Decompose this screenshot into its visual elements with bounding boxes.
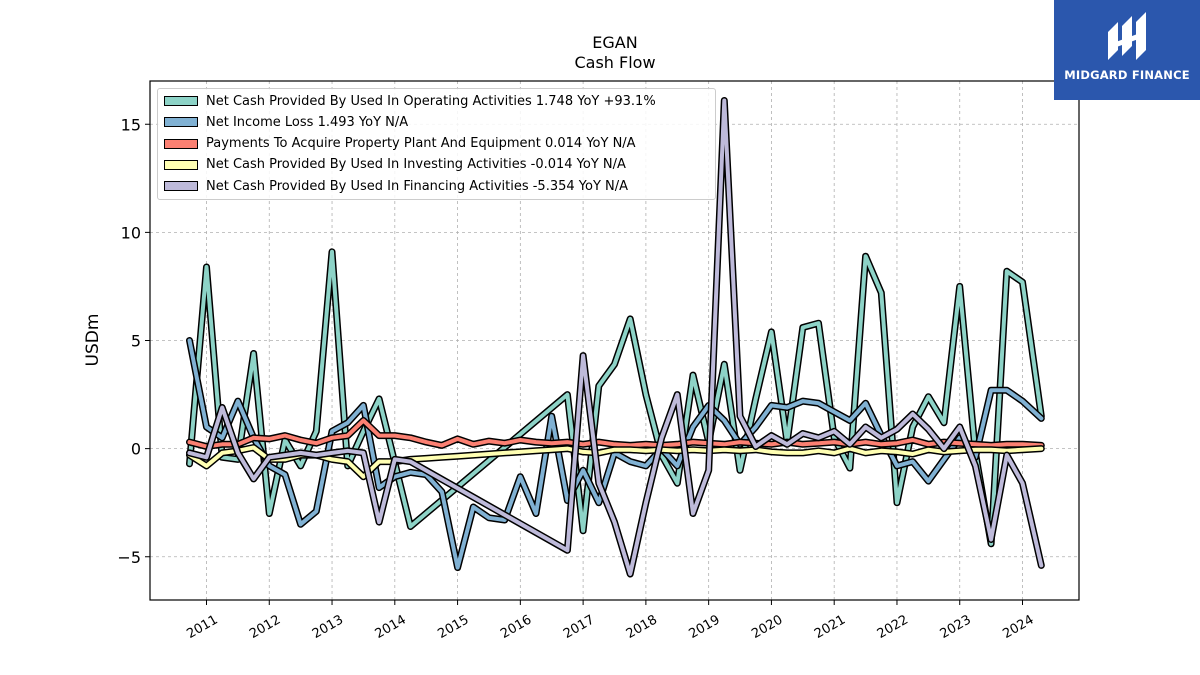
x-tick-label: 2023 [938, 612, 974, 642]
x-tick-label: 2024 [1000, 612, 1036, 642]
series-line-2 [187, 418, 1044, 449]
chart-title: EGAN [592, 33, 638, 52]
legend-entry: Payments To Acquire Property Plant And E… [164, 134, 636, 154]
y-tick-label: −5 [117, 548, 141, 567]
legend-label: Net Cash Provided By Used In Investing A… [206, 157, 626, 173]
x-tick-label: 2013 [310, 612, 346, 642]
x-tick-label: 2021 [812, 612, 848, 642]
x-tick-label: 2015 [435, 612, 471, 642]
legend-swatch [164, 96, 198, 106]
legend-entry: Net Cash Provided By Used In Investing A… [164, 155, 626, 175]
legend-label: Net Cash Provided By Used In Financing A… [206, 178, 629, 194]
legend-label: Net Income Loss 1.493 YoY N/A [206, 114, 409, 130]
legend-label: Net Cash Provided By Used In Operating A… [206, 93, 656, 109]
legend-entry: Net Cash Provided By Used In Financing A… [164, 176, 628, 196]
x-tick-label: 2017 [561, 612, 597, 642]
legend: Net Cash Provided By Used In Operating A… [157, 88, 716, 200]
legend-swatch [164, 159, 198, 170]
chart-subtitle: Cash Flow [574, 53, 656, 72]
legend-label: Payments To Acquire Property Plant And E… [206, 136, 636, 152]
legend-swatch [164, 181, 198, 192]
series-line-3 [187, 445, 1044, 479]
y-tick-label: 15 [121, 115, 141, 134]
y-tick-label: 5 [131, 332, 141, 351]
x-tick-label: 2020 [749, 612, 785, 642]
legend-swatch [164, 117, 198, 128]
x-tick-label: 2018 [624, 612, 660, 642]
x-tick-label: 2022 [875, 612, 911, 642]
x-tick-label: 2014 [373, 612, 409, 642]
y-tick-label: 10 [121, 223, 141, 242]
legend-entry: Net Income Loss 1.493 YoY N/A [164, 112, 408, 132]
series-layer [186, 97, 1045, 578]
x-tick-label: 2019 [686, 612, 722, 642]
x-tick-label: 2016 [498, 612, 534, 642]
legend-entry: Net Cash Provided By Used In Operating A… [164, 91, 656, 111]
brand-logo: MIDGARD FINANCE [1054, 0, 1200, 100]
x-tick-label: 2012 [247, 612, 283, 642]
logo-text: MIDGARD FINANCE [1064, 68, 1190, 82]
series-line-4 [187, 98, 1044, 576]
x-tick-label: 2011 [184, 612, 220, 642]
y-axis-label: USDm [83, 314, 103, 367]
x-axis-ticks: 2011 2012 2013 2014 2015 2016 2017 2018 2019 2020… [184, 600, 1037, 642]
y-tick-label: 0 [131, 440, 141, 459]
legend-swatch [164, 138, 198, 149]
midgard-logo-icon [1108, 12, 1146, 60]
y-axis-ticks: −5 0 5 10 15 [117, 115, 150, 567]
